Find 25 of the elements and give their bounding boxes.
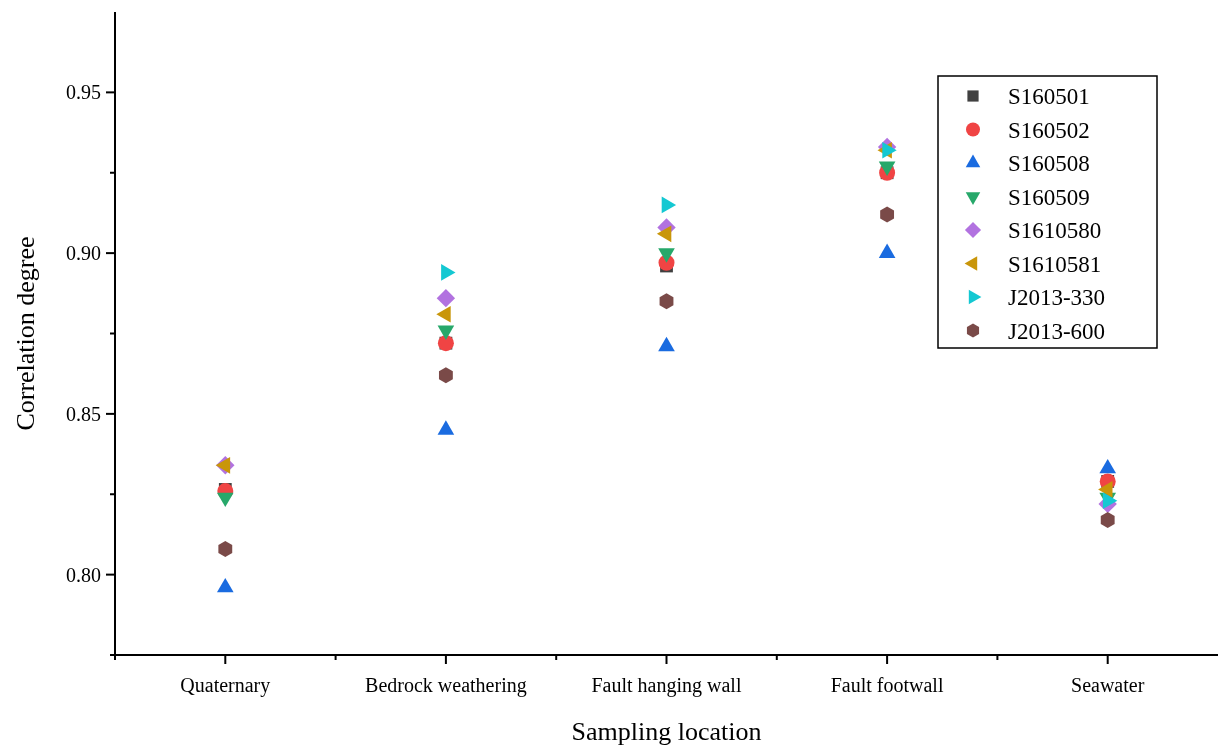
legend-label: J2013-330: [1008, 285, 1106, 311]
point: [659, 293, 674, 310]
x-tick-label: Fault footwall: [830, 674, 944, 696]
legend-label: S1610581: [1008, 251, 1102, 277]
legend-label: S160502: [1008, 117, 1090, 143]
x-axis-title: Sampling location: [571, 717, 762, 746]
y-tick-label: 0.85: [66, 402, 101, 425]
point: [436, 288, 456, 308]
x-tick-label: Bedrock weathering: [365, 674, 527, 697]
x-tick-label: Fault hanging wall: [591, 674, 742, 697]
x-tick-label: Seawater: [1071, 674, 1145, 696]
point: [880, 206, 895, 223]
x-tick-label: Quaternary: [180, 674, 271, 697]
legend-label: S160509: [1008, 184, 1090, 210]
point: [1100, 511, 1115, 528]
point: [438, 367, 453, 384]
legend-label: S160501: [1008, 84, 1090, 110]
legend-label: S1610580: [1008, 218, 1102, 244]
legend-label: S160508: [1008, 151, 1090, 177]
y-tick-label: 0.90: [66, 242, 101, 265]
y-tick-label: 0.95: [66, 81, 101, 104]
point: [218, 540, 233, 557]
y-tick-label: 0.80: [66, 563, 101, 586]
legend-label: J2013-600: [1008, 318, 1106, 344]
y-axis-title: Correlation degree: [11, 236, 40, 431]
